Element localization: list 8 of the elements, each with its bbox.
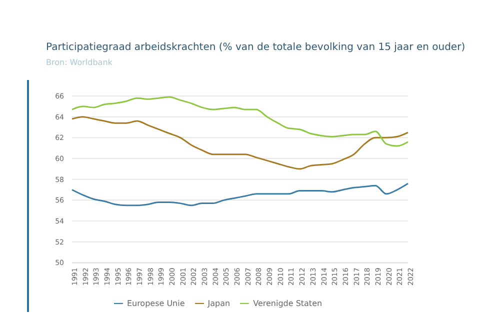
- chart-title: Participatiegraad arbeidskrachten (% van de totale bevolking van 15 jaar en ouder): [46, 42, 466, 53]
- legend-label: Europese Unie: [126, 298, 185, 308]
- line-series: [71, 182, 409, 206]
- line-series: [71, 116, 409, 170]
- chart-subtitle: Bron: Worldbank: [46, 58, 112, 67]
- legend-label: Verenigde Staten: [253, 298, 322, 308]
- line-series: [71, 96, 409, 147]
- legend-label: Japan: [208, 298, 230, 308]
